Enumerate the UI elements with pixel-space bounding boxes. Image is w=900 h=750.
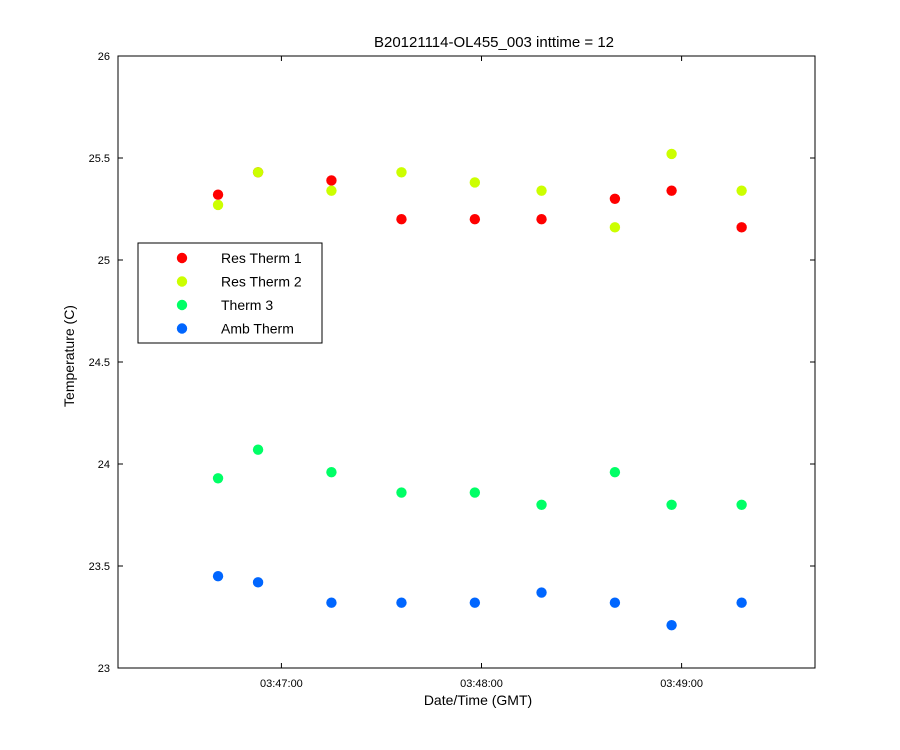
- point-amb-therm: [252, 577, 264, 588]
- point-amb-therm: [326, 597, 337, 608]
- point-therm-3: [212, 473, 224, 484]
- x-tick-label: 03:47:00: [260, 678, 303, 690]
- y-tick-label: 25.5: [89, 153, 110, 165]
- legend-label: Therm 3: [221, 297, 273, 313]
- point-therm-3: [536, 499, 547, 510]
- point-amb-therm: [212, 571, 224, 582]
- point-res-therm-2: [396, 167, 407, 178]
- legend-marker: [176, 323, 188, 334]
- y-tick-label: 26: [98, 51, 110, 63]
- x-axis-label: Date/Time (GMT): [424, 692, 532, 708]
- chart-title: B20121114-OL455_003 inttime = 12: [374, 34, 614, 51]
- x-tick-label: 03:48:00: [460, 678, 503, 690]
- point-amb-therm: [536, 587, 547, 598]
- y-axis-label: Temperature (C): [61, 305, 77, 407]
- point-res-therm-2: [326, 185, 337, 196]
- point-therm-3: [469, 487, 481, 498]
- point-res-therm-1: [666, 185, 677, 196]
- point-therm-3: [609, 466, 621, 478]
- legend-label: Res Therm 2: [221, 274, 302, 290]
- point-therm-3: [736, 499, 747, 510]
- point-amb-therm: [666, 619, 677, 631]
- legend: Res Therm 1 Res Therm 2 Therm 3 Amb Therm: [137, 242, 323, 344]
- legend-marker: [176, 252, 188, 264]
- plot-area: [117, 55, 816, 669]
- y-tick-label: 23.5: [89, 561, 110, 573]
- point-res-therm-2: [252, 167, 264, 178]
- point-therm-3: [396, 487, 407, 498]
- point-res-therm-1: [469, 214, 481, 225]
- point-res-therm-2: [212, 199, 224, 211]
- point-res-therm-1: [736, 222, 747, 233]
- point-therm-3: [666, 499, 677, 510]
- point-res-therm-2: [609, 222, 621, 233]
- point-res-therm-2: [666, 148, 677, 160]
- point-res-therm-1: [212, 189, 224, 200]
- legend-label: Amb Therm: [221, 321, 294, 337]
- legend-label: Res Therm 1: [221, 250, 302, 266]
- point-res-therm-1: [609, 193, 621, 204]
- point-res-therm-1: [396, 214, 407, 225]
- legend-items: Res Therm 1 Res Therm 2 Therm 3 Amb Therm: [176, 250, 302, 337]
- point-res-therm-2: [736, 185, 747, 196]
- point-therm-3: [252, 444, 264, 455]
- point-amb-therm: [469, 597, 481, 608]
- x-tick-label: 03:49:00: [660, 678, 703, 690]
- y-tick-label: 23: [98, 663, 110, 675]
- legend-marker: [176, 299, 188, 311]
- point-therm-3: [326, 466, 337, 478]
- point-res-therm-2: [469, 177, 481, 188]
- legend-marker: [176, 276, 188, 287]
- legend-box: [137, 242, 323, 344]
- ticks: 23 23.5 24 24.5 25 25.5 26 03:47:00 03:48:00 03:4…: [89, 51, 815, 690]
- point-amb-therm: [396, 597, 407, 608]
- y-tick-label: 24.5: [89, 357, 110, 369]
- point-amb-therm: [736, 597, 747, 608]
- point-res-therm-1: [326, 175, 337, 186]
- data-points: [212, 148, 747, 631]
- point-amb-therm: [609, 597, 621, 608]
- y-tick-label: 24: [98, 459, 110, 471]
- point-res-therm-1: [536, 214, 547, 225]
- y-tick-label: 25: [98, 255, 110, 267]
- point-res-therm-2: [536, 185, 547, 196]
